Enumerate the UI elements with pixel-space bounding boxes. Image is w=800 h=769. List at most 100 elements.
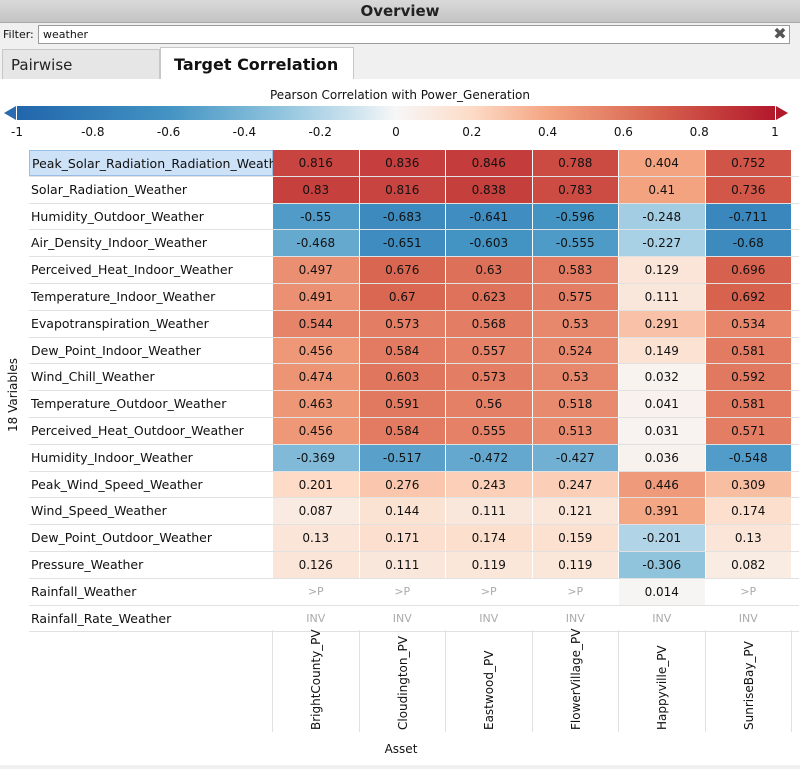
heatmap-cell[interactable]: -0.227 — [619, 230, 705, 257]
heatmap-cell[interactable]: 0.67 — [359, 284, 445, 310]
heatmap-cell[interactable]: 0.111 — [446, 498, 532, 525]
variable-name[interactable]: Temperature_Indoor_Weather — [31, 289, 216, 304]
heatmap-cell[interactable]: 0.111 — [619, 284, 705, 310]
heatmap-cell[interactable]: 0.171 — [359, 525, 445, 552]
heatmap-cell[interactable]: -0.517 — [359, 444, 445, 471]
heatmap-cell[interactable]: 0.591 — [359, 391, 445, 418]
heatmap-cell[interactable]: 0.56 — [446, 391, 532, 418]
heatmap-cell[interactable]: 0.497 — [273, 257, 359, 284]
heatmap-cell[interactable]: 0.456 — [273, 337, 359, 364]
heatmap-cell[interactable]: -0.651 — [359, 230, 445, 257]
heatmap-cell[interactable]: INV — [532, 605, 618, 632]
heatmap-cell[interactable]: 0.603 — [359, 364, 445, 391]
heatmap-cell[interactable]: -0.201 — [619, 525, 705, 552]
heatmap-cell[interactable]: 0.13 — [273, 525, 359, 552]
heatmap-cell[interactable]: 0.111 — [359, 552, 445, 578]
heatmap-cell[interactable]: 0.836 — [359, 150, 445, 176]
variable-name[interactable]: Solar_Radiation_Weather — [31, 181, 188, 197]
heatmap-cell[interactable]: 0.201 — [273, 471, 359, 498]
heatmap-cell[interactable]: 0.174 — [446, 525, 532, 552]
heatmap-cell[interactable]: 0.63 — [446, 257, 532, 284]
heatmap-cell[interactable]: 0.41 — [619, 176, 705, 203]
heatmap-cell[interactable]: >P — [273, 578, 359, 605]
heatmap-cell[interactable]: 0.014 — [619, 578, 705, 605]
heatmap-cell[interactable]: 0.584 — [359, 418, 445, 444]
variable-name[interactable]: Perceived_Heat_Indoor_Weather — [31, 262, 233, 278]
filter-input[interactable]: weather — [38, 25, 790, 44]
variable-name[interactable]: Air_Density_Indoor_Weather — [31, 235, 208, 251]
heatmap-cell[interactable]: 0.581 — [705, 337, 791, 364]
heatmap-cell[interactable]: 0.031 — [619, 418, 705, 444]
heatmap-cell[interactable]: -0.248 — [619, 203, 705, 230]
heatmap-cell[interactable]: 0.247 — [532, 471, 618, 498]
heatmap-cell[interactable]: 0.404 — [619, 150, 705, 176]
column-header[interactable]: FlowerVillage_PV — [533, 629, 619, 730]
heatmap-cell[interactable]: -0.468 — [273, 230, 359, 257]
heatmap-cell[interactable]: -0.68 — [705, 230, 791, 257]
heatmap-cell[interactable]: 0.736 — [705, 176, 791, 203]
heatmap-cell[interactable]: 0.518 — [532, 391, 618, 418]
heatmap-cell[interactable]: 0.846 — [446, 150, 532, 176]
variable-name[interactable]: Pressure_Weather — [31, 557, 144, 572]
heatmap-cell[interactable]: 0.676 — [359, 257, 445, 284]
clear-filter-icon[interactable]: ✖ — [773, 24, 787, 43]
heatmap-cell[interactable]: 0.816 — [273, 150, 359, 176]
tab-pairwise-correlation[interactable]: Pairwise Correlation — [2, 49, 160, 104]
variable-name[interactable]: Wind_Chill_Weather — [31, 369, 155, 385]
heatmap-cell[interactable]: 0.584 — [359, 337, 445, 364]
heatmap-cell[interactable]: -0.683 — [359, 203, 445, 230]
heatmap-cell[interactable]: 0.119 — [446, 552, 532, 578]
heatmap-cell[interactable]: 0.463 — [273, 391, 359, 418]
column-header[interactable]: SunriseBay_PV — [706, 640, 792, 730]
heatmap-cell[interactable]: >P — [446, 578, 532, 605]
heatmap-cell[interactable]: 0.573 — [359, 310, 445, 337]
heatmap-cell[interactable]: INV — [359, 605, 445, 632]
column-header[interactable]: Eastwood_PV — [446, 640, 532, 730]
heatmap-cell[interactable]: 0.391 — [619, 498, 705, 525]
heatmap-cell[interactable]: INV — [273, 605, 359, 632]
heatmap-cell[interactable]: >P — [532, 578, 618, 605]
heatmap-cell[interactable]: -0.641 — [446, 203, 532, 230]
heatmap-cell[interactable]: 0.121 — [532, 498, 618, 525]
column-header[interactable]: BrightCounty_PV — [273, 629, 359, 730]
heatmap-cell[interactable]: 0.291 — [619, 310, 705, 337]
variable-name[interactable]: Wind_Speed_Weather — [31, 503, 167, 519]
variable-name[interactable]: Rainfall_Weather — [31, 583, 137, 599]
heatmap-cell[interactable]: 0.623 — [446, 284, 532, 310]
tab-target-correlation[interactable]: Target Correlation — [160, 47, 354, 80]
heatmap-cell[interactable]: 0.036 — [619, 444, 705, 471]
heatmap-cell[interactable]: 0.592 — [705, 364, 791, 391]
heatmap-cell[interactable]: INV — [705, 605, 791, 632]
heatmap-cell[interactable]: 0.555 — [446, 418, 532, 444]
variable-name[interactable]: Rainfall_Rate_Weather — [31, 610, 172, 626]
heatmap-cell[interactable]: 0.041 — [619, 391, 705, 418]
heatmap-cell[interactable]: 0.53 — [532, 364, 618, 391]
heatmap-cell[interactable]: 0.491 — [273, 284, 359, 310]
heatmap-cell[interactable]: 0.575 — [532, 284, 618, 310]
heatmap-cell[interactable]: -0.711 — [705, 203, 791, 230]
heatmap-cell[interactable]: 0.119 — [532, 552, 618, 578]
heatmap-cell[interactable]: 0.276 — [359, 471, 445, 498]
heatmap-cell[interactable]: 0.838 — [446, 176, 532, 203]
heatmap-cell[interactable]: -0.369 — [273, 444, 359, 471]
heatmap-cell[interactable]: >P — [359, 578, 445, 605]
heatmap-cell[interactable]: 0.783 — [532, 176, 618, 203]
variable-name[interactable]: Peak_Solar_Radiation_Radiation_Weather — [29, 150, 289, 176]
heatmap-cell[interactable]: 0.309 — [705, 471, 791, 498]
variable-name[interactable]: Humidity_Indoor_Weather — [31, 449, 193, 465]
heatmap-cell[interactable]: 0.583 — [532, 257, 618, 284]
variable-name[interactable]: Dew_Point_Indoor_Weather — [31, 342, 201, 358]
heatmap-cell[interactable]: 0.446 — [619, 471, 705, 498]
heatmap-cell[interactable]: >P — [705, 578, 791, 605]
heatmap-cell[interactable]: -0.596 — [532, 203, 618, 230]
heatmap-cell[interactable]: 0.83 — [273, 176, 359, 203]
heatmap-cell[interactable]: -0.427 — [532, 444, 618, 471]
heatmap-cell[interactable]: INV — [446, 605, 532, 632]
heatmap-cell[interactable]: 0.571 — [705, 418, 791, 444]
heatmap-cell[interactable]: 0.524 — [532, 337, 618, 364]
heatmap-cell[interactable]: 0.144 — [359, 498, 445, 525]
heatmap-cell[interactable]: 0.149 — [619, 337, 705, 364]
heatmap-cell[interactable]: 0.032 — [619, 364, 705, 391]
heatmap-cell[interactable]: 0.082 — [705, 552, 791, 578]
variable-name[interactable]: Perceived_Heat_Outdoor_Weather — [31, 423, 244, 438]
